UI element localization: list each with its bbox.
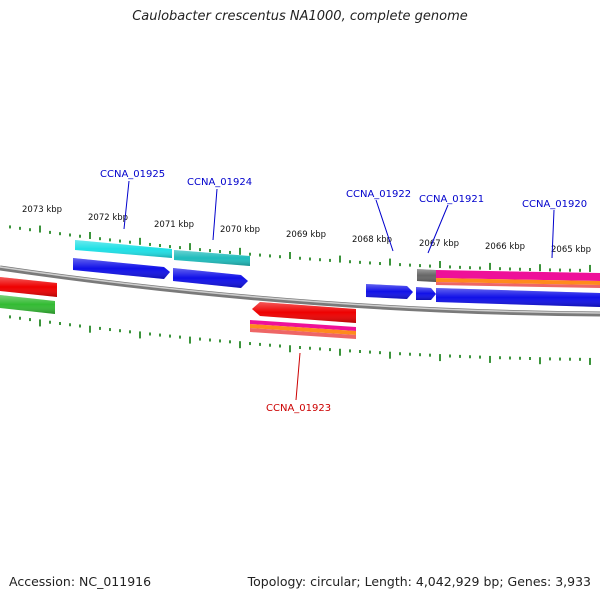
scale-label: 2068 kbp — [352, 235, 392, 245]
scale-label: 2072 kbp — [88, 213, 128, 223]
gene-label-ccna-01920[interactable]: CCNA_01920 — [522, 199, 587, 210]
scale-label: 2070 kbp — [220, 225, 260, 235]
genome-backbone — [0, 265, 600, 317]
scale-label: 2069 kbp — [286, 230, 326, 240]
gene-feature-ccna-01924-cds[interactable] — [173, 268, 248, 288]
accession-text: Accession: NC_011916 — [9, 574, 152, 589]
gene-feature-ccna-01925-plus[interactable] — [75, 240, 172, 258]
gene-feature-ccna-01924-plus[interactable] — [174, 250, 250, 266]
gene-label-ccna-01921[interactable]: CCNA_01921 — [419, 194, 484, 205]
outer-tick-track — [9, 225, 591, 272]
genome-title: Caulobacter crescentus NA1000, complete … — [132, 9, 468, 24]
gene-feature-left-green[interactable] — [0, 295, 55, 314]
gene-feature-ccna-01923-minus[interactable] — [250, 302, 356, 339]
scale-label: 2067 kbp — [419, 239, 459, 249]
scale-label: 2071 kbp — [154, 220, 194, 230]
scale-label: 2066 kbp — [485, 242, 525, 252]
scale-label: 2065 kbp — [551, 245, 591, 255]
gene-label-ccna-01923[interactable]: CCNA_01923 — [266, 403, 331, 414]
inner-tick-track — [9, 315, 591, 365]
gene-label-ccna-01922[interactable]: CCNA_01922 — [346, 189, 411, 200]
gene-feature-ccna-01922-cds[interactable] — [366, 284, 413, 299]
gene-feature-ccna-01921-plus[interactable] — [417, 269, 436, 282]
gene-feature-ccna-01925-cds[interactable] — [73, 258, 170, 279]
scale-label: 2073 kbp — [22, 205, 62, 215]
gene-label-ccna-01924[interactable]: CCNA_01924 — [187, 177, 252, 188]
gene-feature-ccna-01921-cds[interactable] — [416, 287, 436, 300]
gene-feature-ccna-01920-cds[interactable] — [436, 288, 600, 307]
gene-feature-ccna-01920-plus[interactable] — [436, 270, 600, 288]
genome-summary-text: Topology: circular; Length: 4,042,929 bp… — [247, 574, 591, 589]
gene-label-ccna-01925[interactable]: CCNA_01925 — [100, 169, 165, 180]
gene-feature-left-red[interactable] — [0, 277, 57, 297]
